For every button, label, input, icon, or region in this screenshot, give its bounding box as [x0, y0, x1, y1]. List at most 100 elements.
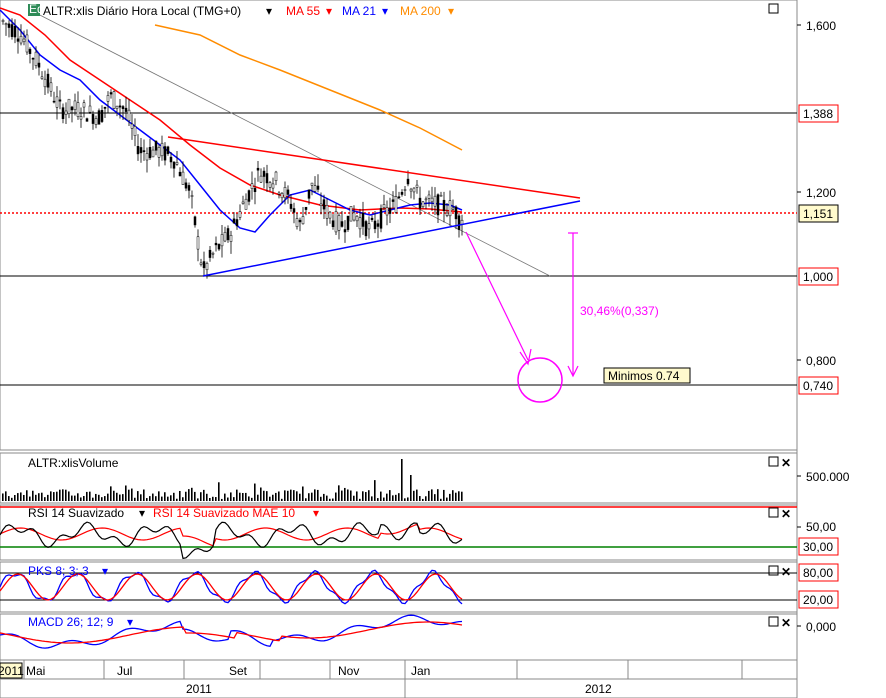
candle-body: [391, 199, 395, 202]
price-candles: [1, 18, 464, 279]
minimos-label: Minimos 0.74: [608, 369, 680, 383]
candle-body: [454, 206, 458, 220]
volume-bar: [68, 491, 70, 501]
upper-trendline[interactable]: [167, 136, 581, 199]
price-label-1000: 1,000: [803, 270, 833, 284]
volume-bar: [53, 492, 55, 501]
volume-bar: [362, 491, 364, 501]
rsi-title-2[interactable]: RSI 14 Suavizado MAE 10: [153, 506, 295, 520]
volume-bar: [239, 492, 241, 501]
rsi-close-icon[interactable]: ✕: [781, 507, 791, 521]
ma21-dropdown-icon[interactable]: ▾: [382, 4, 388, 18]
candle-body: [154, 140, 158, 151]
volume-bar: [182, 497, 184, 501]
volume-bar: [275, 492, 277, 501]
ma55-label[interactable]: MA 55: [286, 4, 320, 18]
ma21-label[interactable]: MA 21: [342, 4, 376, 18]
candle-body: [55, 96, 59, 108]
projection-arrow[interactable]: [465, 231, 529, 361]
rsi-title[interactable]: RSI 14 Suavizado: [28, 506, 124, 520]
volume-bar: [461, 491, 463, 501]
volume-bar: [227, 497, 229, 501]
volume-bar: [95, 493, 97, 501]
candle-body: [70, 106, 74, 111]
candle-body: [316, 185, 320, 190]
rsi-tick-30: 30,00: [803, 540, 833, 554]
candle-body: [187, 185, 191, 191]
volume-maximize-icon[interactable]: [768, 456, 779, 467]
candle-body: [184, 182, 188, 189]
candle-body: [52, 100, 56, 103]
volume-bar: [341, 490, 343, 501]
volume-bar: [272, 494, 274, 501]
candle-body: [130, 123, 134, 129]
volume-bar: [314, 489, 316, 501]
volume-bar: [254, 483, 256, 501]
volume-bar: [158, 491, 160, 501]
volume-bar: [59, 489, 61, 501]
instrument-icon[interactable]: [28, 4, 40, 16]
candle-body: [91, 114, 95, 124]
volume-bar: [299, 493, 301, 501]
volume-title[interactable]: ALTR:xlisVolume: [28, 456, 119, 470]
candle-body: [343, 229, 347, 233]
volume-bar: [380, 491, 382, 501]
x-axis-year-box: [0, 662, 23, 679]
macd-close-icon[interactable]: ✕: [781, 616, 791, 630]
volume-bar: [392, 495, 394, 501]
candle-body: [127, 109, 131, 122]
rsi-dropdown-icon[interactable]: ▾: [139, 506, 145, 520]
main-maximize-icon[interactable]: [768, 3, 779, 14]
volume-bar: [212, 496, 214, 501]
volume-bar: [428, 490, 430, 501]
instrument-label[interactable]: ALTR:xlis Diário Hora Local (TMG+0): [43, 4, 241, 18]
ma200-dropdown-icon[interactable]: ▾: [448, 4, 454, 18]
volume-close-icon[interactable]: ✕: [781, 456, 791, 470]
ma55-dropdown-icon[interactable]: ▾: [326, 4, 332, 18]
volume-bar: [320, 496, 322, 501]
candle-body: [451, 207, 455, 210]
rsi-smooth-line: [0, 523, 463, 547]
volume-bar: [191, 487, 193, 501]
candle-body: [346, 215, 350, 230]
volume-bar: [8, 496, 10, 501]
candle-body: [214, 242, 218, 246]
volume-bar: [32, 490, 34, 501]
lower-trendline[interactable]: [202, 200, 581, 277]
ma200-label[interactable]: MA 200: [400, 4, 441, 18]
candle-body: [322, 199, 326, 210]
macd-maximize-icon[interactable]: [768, 616, 779, 627]
candle-body: [115, 105, 119, 109]
candle-body: [424, 198, 428, 201]
price-box-1151: [798, 204, 839, 223]
candle-body: [367, 223, 371, 230]
candle-body: [433, 195, 437, 207]
volume-bar: [116, 492, 118, 501]
macd-title[interactable]: MACD 26; 12; 9: [28, 615, 114, 629]
candle-body: [43, 78, 47, 88]
volume-bar: [89, 491, 91, 501]
candle-body: [394, 196, 398, 213]
rsi-2-dropdown-icon[interactable]: ▾: [313, 506, 319, 520]
pks-dropdown-icon[interactable]: ▾: [102, 564, 108, 578]
pks-title[interactable]: PKS 8; 3; 3: [28, 564, 89, 578]
candle-body: [94, 118, 98, 125]
long-trendline[interactable]: [29, 9, 551, 277]
volume-bar: [164, 492, 166, 501]
pks-close-icon[interactable]: ✕: [781, 565, 791, 579]
pks-maximize-icon[interactable]: [768, 565, 779, 576]
volume-bar: [251, 497, 253, 501]
volume-bar: [308, 493, 310, 501]
instrument-dropdown-icon[interactable]: ▾: [266, 4, 272, 18]
volume-bar: [11, 497, 13, 501]
volume-bar: [440, 498, 442, 501]
target-circle[interactable]: [517, 357, 563, 403]
rsi-maximize-icon[interactable]: [768, 507, 779, 518]
volume-bar: [203, 489, 205, 501]
candle-body: [157, 147, 161, 158]
volume-bar: [419, 496, 421, 501]
volume-bar: [335, 492, 337, 501]
macd-dropdown-icon[interactable]: ▾: [127, 615, 133, 629]
volume-bar: [233, 497, 235, 501]
candle-body: [208, 249, 212, 258]
